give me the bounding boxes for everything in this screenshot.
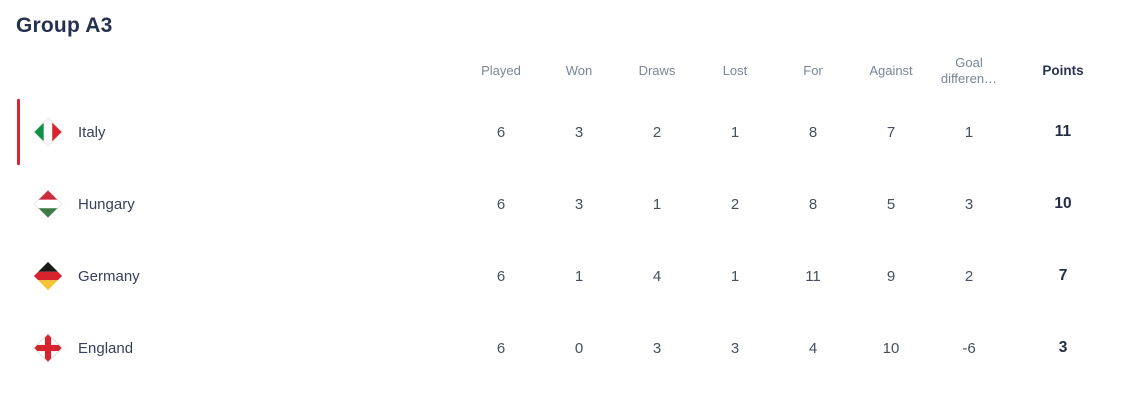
for-value: 8 [808, 195, 818, 213]
team-name: Italy [78, 123, 106, 141]
italy-flag-icon [33, 117, 63, 147]
points-value: 3 [1058, 339, 1068, 356]
header-goal-difference: Goal differen… [940, 54, 998, 86]
played-value: 6 [496, 339, 506, 357]
played-value: 6 [496, 267, 506, 285]
lost-value: 1 [730, 267, 740, 285]
lost-value: 2 [730, 195, 740, 213]
table-row[interactable]: England 6 0 3 3 4 10 -6 3 [16, 312, 1118, 384]
header-lost: Lost [722, 62, 748, 78]
for-value: 8 [808, 123, 818, 141]
header-draws: Draws [638, 62, 676, 78]
draws-value: 2 [652, 123, 662, 141]
header-for: For [803, 62, 823, 78]
draws-value: 3 [652, 339, 662, 357]
for-value: 11 [805, 267, 821, 285]
points-value: 7 [1058, 267, 1068, 284]
draws-value: 1 [652, 195, 662, 213]
lost-value: 1 [730, 123, 740, 141]
table-header-row: Played Won Draws Lost For Against Goal d… [16, 46, 1118, 96]
germany-flag-icon [33, 261, 63, 291]
won-value: 3 [574, 195, 584, 213]
group-title: Group A3 [16, 14, 113, 37]
team-cell: Hungary [16, 189, 462, 219]
qualification-indicator [17, 99, 20, 165]
draws-value: 4 [652, 267, 662, 285]
won-value: 3 [574, 123, 584, 141]
header-played: Played [481, 62, 521, 78]
table-row[interactable]: Germany 6 1 4 1 11 9 2 7 [16, 240, 1118, 312]
goal-difference-value: 3 [964, 195, 974, 213]
team-cell: Germany [16, 261, 462, 291]
against-value: 5 [886, 195, 896, 213]
goal-difference-value: 2 [964, 267, 974, 285]
against-value: 9 [886, 267, 896, 285]
against-value: 10 [882, 339, 900, 357]
won-value: 1 [574, 267, 584, 285]
against-value: 7 [886, 123, 896, 141]
hungary-flag-icon [33, 189, 63, 219]
won-value: 0 [574, 339, 584, 357]
header-against: Against [869, 62, 913, 78]
group-standings-widget: Group A3 Played Won Draws Lost For Again… [16, 14, 1118, 384]
team-cell: Italy [16, 117, 462, 147]
played-value: 6 [496, 195, 506, 213]
team-name: Hungary [78, 195, 135, 213]
team-name: Germany [78, 267, 140, 285]
table-row[interactable]: Hungary 6 3 1 2 8 5 3 10 [16, 168, 1118, 240]
england-flag-icon [33, 333, 63, 363]
points-value: 11 [1054, 123, 1072, 140]
header-won: Won [565, 62, 593, 78]
header-points: Points [1042, 62, 1084, 78]
team-cell: England [16, 333, 462, 363]
lost-value: 3 [730, 339, 740, 357]
goal-difference-value: -6 [962, 339, 976, 357]
points-value: 10 [1054, 195, 1072, 212]
table-row[interactable]: Italy 6 3 2 1 8 7 1 11 [16, 96, 1118, 168]
team-name: England [78, 339, 134, 357]
for-value: 4 [808, 339, 818, 357]
goal-difference-value: 1 [964, 123, 974, 141]
played-value: 6 [496, 123, 506, 141]
